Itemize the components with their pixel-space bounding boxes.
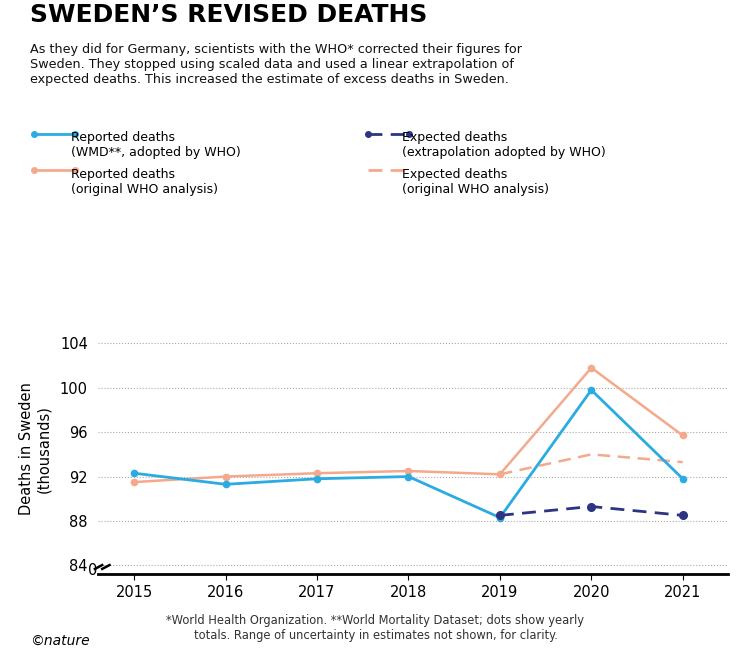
Text: SWEDEN’S REVISED DEATHS: SWEDEN’S REVISED DEATHS bbox=[30, 3, 427, 27]
Text: *World Health Organization. **World Mortality Dataset; dots show yearly
totals. : *World Health Organization. **World Mort… bbox=[167, 614, 584, 642]
Text: ©nature: ©nature bbox=[30, 634, 89, 648]
Text: 0: 0 bbox=[89, 563, 98, 578]
Text: Expected deaths
(extrapolation adopted by WHO): Expected deaths (extrapolation adopted b… bbox=[402, 131, 605, 159]
Text: As they did for Germany, scientists with the WHO* corrected their figures for
Sw: As they did for Germany, scientists with… bbox=[30, 43, 522, 86]
Text: Expected deaths
(original WHO analysis): Expected deaths (original WHO analysis) bbox=[402, 168, 549, 195]
Text: Reported deaths
(WMD**, adopted by WHO): Reported deaths (WMD**, adopted by WHO) bbox=[71, 131, 241, 159]
Text: Reported deaths
(original WHO analysis): Reported deaths (original WHO analysis) bbox=[71, 168, 219, 195]
Y-axis label: Deaths in Sweden
(thousands): Deaths in Sweden (thousands) bbox=[20, 382, 52, 515]
